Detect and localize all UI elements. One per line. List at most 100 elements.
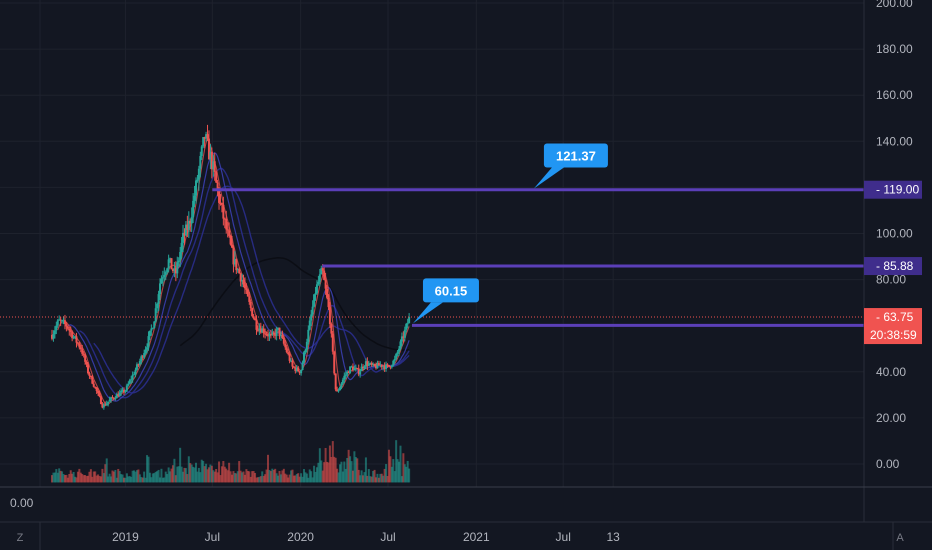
candle-body bbox=[120, 390, 123, 393]
volume-bar bbox=[385, 464, 388, 483]
volume-bar bbox=[207, 467, 210, 483]
volume-bar bbox=[243, 474, 246, 483]
volume-bar bbox=[82, 475, 85, 483]
candle-body bbox=[87, 364, 89, 374]
candle-body bbox=[82, 353, 85, 355]
volume-bar bbox=[161, 477, 164, 483]
candle-body bbox=[53, 330, 56, 335]
volume-bar bbox=[353, 451, 356, 483]
volume-bar bbox=[236, 471, 239, 483]
volume-bar bbox=[95, 475, 98, 483]
candle-body bbox=[89, 375, 92, 377]
candle-body bbox=[186, 224, 189, 230]
candle-body bbox=[124, 390, 127, 393]
candle-body bbox=[138, 361, 141, 365]
volume-bars bbox=[51, 440, 411, 483]
candle-body bbox=[366, 361, 369, 366]
volume-bar bbox=[51, 475, 53, 483]
volume-bar bbox=[228, 462, 231, 483]
candle-body bbox=[238, 269, 241, 274]
a-button[interactable]: A bbox=[896, 532, 904, 544]
volume-bar bbox=[154, 471, 157, 483]
volume-bar bbox=[406, 460, 409, 483]
volume-bar bbox=[255, 477, 258, 483]
volume-bar bbox=[395, 440, 398, 483]
candle-body bbox=[376, 362, 379, 369]
candle-body bbox=[351, 366, 354, 371]
candle-body bbox=[193, 195, 196, 201]
volume-bar bbox=[271, 468, 274, 483]
volume-bar bbox=[277, 475, 280, 483]
volume-bar bbox=[87, 475, 89, 483]
candle-body bbox=[166, 268, 169, 273]
volume-bar bbox=[104, 464, 107, 483]
volume-bar bbox=[278, 470, 281, 483]
volume-bar bbox=[363, 472, 366, 483]
volume-bar bbox=[107, 476, 110, 483]
volume-bar bbox=[265, 469, 268, 483]
candle-body bbox=[336, 389, 339, 392]
candle-body bbox=[183, 232, 186, 236]
candle-body bbox=[334, 373, 337, 390]
volume-bar bbox=[120, 474, 123, 483]
candle-body bbox=[58, 319, 61, 321]
volume-bar bbox=[167, 467, 170, 483]
candle-body bbox=[101, 404, 104, 408]
volume-bar bbox=[337, 472, 340, 483]
volume-bar bbox=[71, 473, 74, 483]
candle-body bbox=[279, 334, 282, 337]
volume-bar bbox=[288, 474, 291, 483]
candle-body bbox=[140, 356, 143, 362]
current-price-tag-box bbox=[864, 308, 922, 345]
volume-bar bbox=[99, 476, 102, 483]
candle-body bbox=[364, 361, 367, 367]
volume-bar bbox=[336, 468, 339, 483]
candle-body bbox=[55, 325, 58, 331]
volume-bar bbox=[308, 469, 311, 483]
volume-bar bbox=[349, 456, 352, 483]
volume-bar bbox=[272, 469, 275, 483]
volume-bar bbox=[372, 470, 375, 483]
volume-bar bbox=[356, 458, 359, 483]
ma-navy-mid-line bbox=[79, 167, 410, 399]
volume-bar bbox=[69, 470, 72, 483]
volume-bar bbox=[197, 467, 200, 483]
z-button[interactable]: Z bbox=[17, 532, 24, 544]
candle-body bbox=[278, 327, 281, 337]
volume-bar bbox=[261, 471, 264, 483]
volume-bar bbox=[78, 468, 81, 483]
volume-bar bbox=[55, 469, 58, 483]
candle-body bbox=[314, 293, 317, 295]
candle-body bbox=[105, 403, 108, 406]
volume-bar bbox=[205, 463, 208, 483]
candle-body bbox=[252, 316, 255, 319]
volume-bar bbox=[193, 467, 196, 483]
volume-bar bbox=[97, 474, 100, 483]
volume-bar bbox=[256, 477, 259, 483]
volume-bar bbox=[367, 469, 370, 483]
candle-body bbox=[164, 272, 167, 275]
callout-label: 60.15 bbox=[435, 283, 468, 298]
volume-bar bbox=[183, 467, 186, 483]
candle-body bbox=[223, 218, 226, 220]
volume-bar bbox=[125, 473, 128, 483]
volume-bar bbox=[85, 476, 88, 483]
candle-body bbox=[301, 362, 304, 371]
candle-body bbox=[228, 230, 231, 236]
volume-bar bbox=[229, 471, 232, 483]
candle-body bbox=[330, 324, 333, 334]
candle-body bbox=[66, 326, 69, 329]
volume-bar bbox=[182, 471, 185, 483]
volume-bar bbox=[124, 477, 127, 483]
volume-bar bbox=[218, 461, 221, 483]
candle-body bbox=[51, 334, 53, 339]
volume-bar bbox=[134, 471, 137, 483]
volume-bar bbox=[76, 471, 79, 483]
candle-body bbox=[92, 383, 95, 387]
volume-bar bbox=[133, 470, 136, 483]
price-tick-label: 0.00 bbox=[876, 457, 900, 471]
volume-bar bbox=[215, 468, 218, 483]
candle-body bbox=[156, 303, 159, 309]
candle-body bbox=[274, 333, 277, 336]
